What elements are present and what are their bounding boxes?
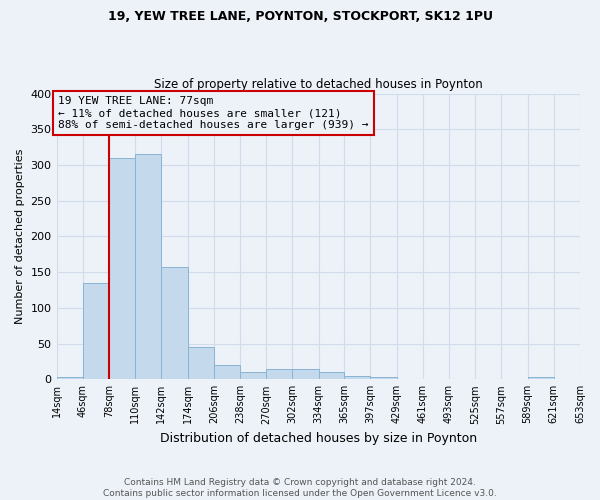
Bar <box>580 377 600 380</box>
Bar <box>266 368 292 380</box>
Bar <box>240 372 266 380</box>
Bar <box>292 368 319 380</box>
Title: Size of property relative to detached houses in Poynton: Size of property relative to detached ho… <box>154 78 482 91</box>
Bar <box>188 347 214 380</box>
Bar <box>527 377 554 380</box>
Bar <box>109 158 135 380</box>
Bar <box>161 267 188 380</box>
Bar <box>214 365 240 380</box>
Text: 19, YEW TREE LANE, POYNTON, STOCKPORT, SK12 1PU: 19, YEW TREE LANE, POYNTON, STOCKPORT, S… <box>107 10 493 23</box>
Text: 19 YEW TREE LANE: 77sqm
← 11% of detached houses are smaller (121)
88% of semi-d: 19 YEW TREE LANE: 77sqm ← 11% of detache… <box>58 96 368 130</box>
Bar <box>319 372 344 380</box>
Bar <box>344 376 370 380</box>
Bar <box>370 377 397 380</box>
Text: Contains HM Land Registry data © Crown copyright and database right 2024.
Contai: Contains HM Land Registry data © Crown c… <box>103 478 497 498</box>
Bar <box>83 283 109 380</box>
Bar <box>135 154 161 380</box>
X-axis label: Distribution of detached houses by size in Poynton: Distribution of detached houses by size … <box>160 432 477 445</box>
Bar <box>56 377 83 380</box>
Y-axis label: Number of detached properties: Number of detached properties <box>15 148 25 324</box>
